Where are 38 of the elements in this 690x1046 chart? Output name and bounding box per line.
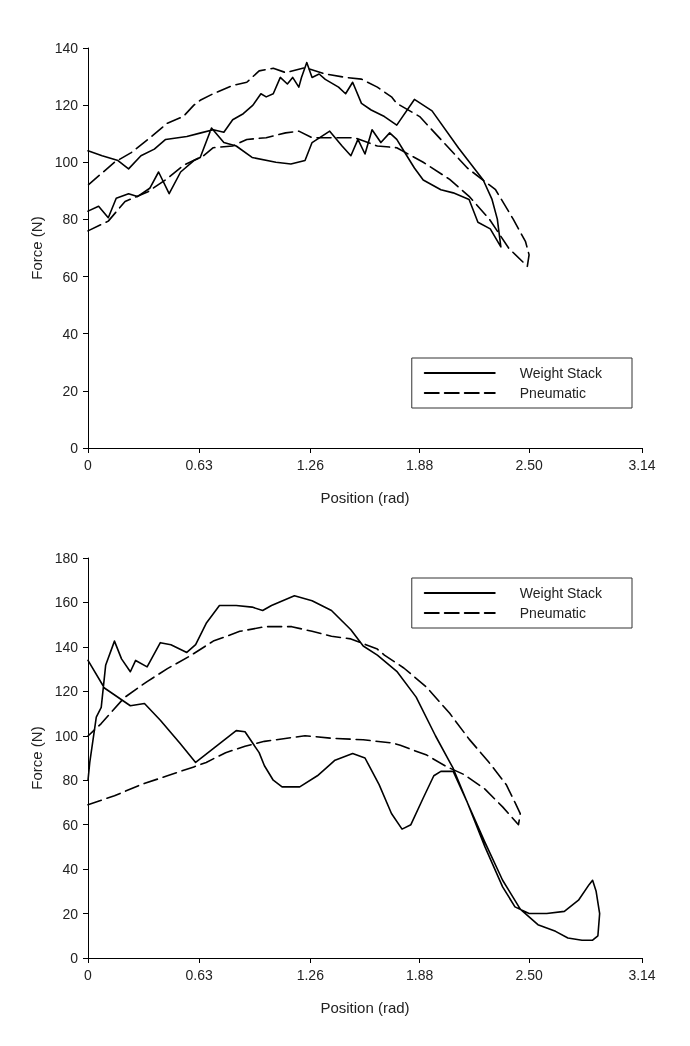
x-tick-label: 1.26 [296, 457, 325, 473]
y-axis-title: Force (N) [27, 216, 45, 280]
x-axis-title: Position (rad) [320, 999, 410, 1016]
x-tick-label: 0.63 [185, 457, 213, 473]
y-tick-label: 100 [54, 727, 79, 744]
x-tick-label: 2.50 [515, 967, 543, 983]
x-tick-label: 0.63 [185, 967, 213, 983]
y-tick-label: 60 [62, 816, 79, 833]
y-tick-label: 60 [62, 268, 79, 285]
legend-label: Weight Stack [519, 365, 603, 381]
x-tick-label: 1.88 [406, 967, 434, 983]
y-tick-label: 20 [62, 382, 79, 399]
y-tick-label: 40 [62, 861, 79, 878]
x-tick-label: 0 [84, 457, 93, 473]
y-tick-label: 40 [62, 325, 79, 342]
legend-label: Pneumatic [519, 605, 586, 621]
y-tick-label: 0 [70, 440, 79, 456]
y-tick-label: 80 [62, 211, 79, 228]
y-tick-label: 140 [54, 638, 79, 655]
x-tick-label: 0 [84, 967, 93, 983]
legend-label: Weight Stack [519, 585, 603, 601]
y-tick-label: 180 [54, 550, 79, 566]
y-tick-label: 100 [54, 154, 79, 171]
y-tick-label: 140 [54, 40, 79, 56]
y-tick-label: 20 [62, 905, 79, 922]
x-tick-label: 3.14 [628, 967, 656, 983]
x-tick-label: 1.26 [296, 967, 325, 983]
x-tick-label: 1.88 [406, 457, 434, 473]
y-axis-title: Force (N) [27, 726, 45, 790]
x-tick-label: 3.14 [628, 457, 656, 473]
y-tick-label: 120 [54, 97, 79, 114]
x-axis-title: Position (rad) [320, 489, 410, 506]
x-tick-label: 2.50 [515, 457, 543, 473]
y-tick-label: 0 [70, 950, 79, 966]
y-tick-label: 160 [54, 594, 79, 611]
y-tick-label: 120 [54, 683, 79, 700]
legend-label: Pneumatic [519, 385, 586, 401]
y-tick-label: 80 [62, 772, 79, 789]
